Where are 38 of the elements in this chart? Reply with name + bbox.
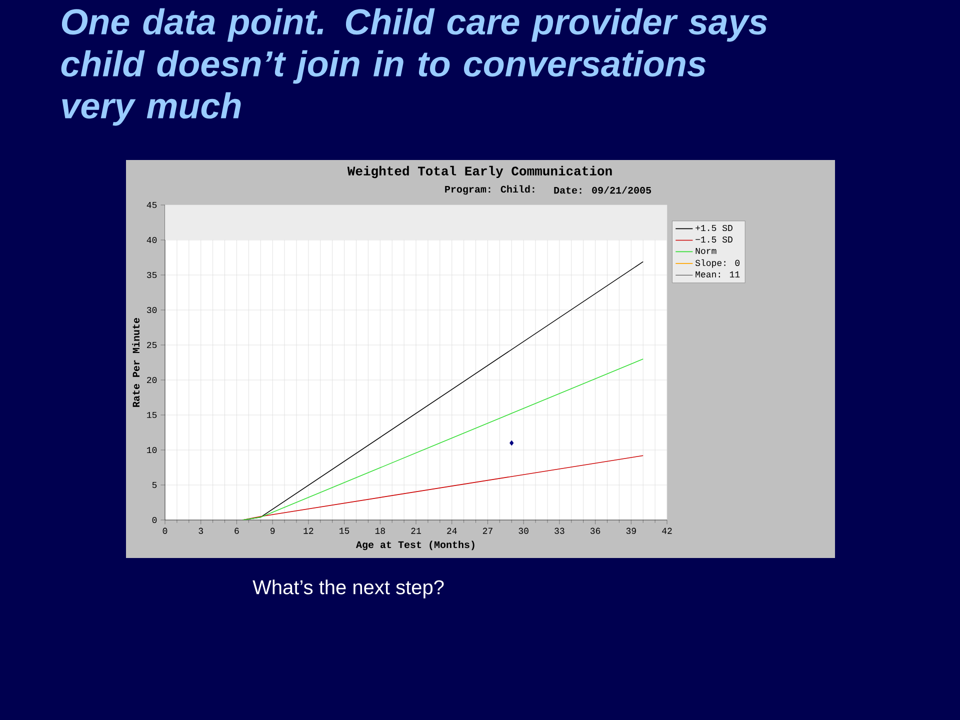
x-tick-label: 3 — [198, 528, 203, 534]
chart-title: One data point. Child care provider says child doesn’t join in to conversations very much — [61, 8, 768, 126]
text: Slope: 0 — [695, 259, 740, 268]
x-tick-label: 21 — [411, 528, 421, 534]
y-axis-title: Rate Per Minute — [132, 318, 140, 407]
x-tick-label: 24 — [447, 528, 457, 534]
text: Mean: 11 — [696, 271, 740, 278]
x-axis-title: Age at Test (Months) — [356, 540, 474, 550]
line-series — [242, 358, 644, 520]
text: What’s the next step? — [252, 580, 444, 598]
legend-label: Norm — [696, 248, 716, 254]
x-tick-label: 6 — [234, 528, 239, 534]
x-tick-label: 27 — [482, 528, 492, 534]
chart-subtitle: Weighted Total Early Communication — [347, 166, 612, 178]
legend-label: −1.5 SD — [696, 236, 732, 243]
y-tick-label: 10 — [147, 446, 157, 454]
y-tick-label: 15 — [147, 412, 157, 418]
y-tick-label: 0 — [152, 516, 157, 524]
x-tick-label: 39 — [626, 528, 636, 534]
x-tick-label: 12 — [304, 528, 314, 534]
legend-label: +1.5 SD — [696, 224, 732, 232]
y-tick-label: 20 — [147, 376, 157, 384]
y-tick-label: 25 — [147, 342, 157, 348]
x-tick-label: 36 — [590, 528, 600, 534]
y-tick-label: 35 — [146, 272, 157, 278]
x-tick-label: 30 — [518, 528, 528, 534]
x-tick-label: 9 — [270, 528, 275, 534]
y-tick-label: 40 — [146, 236, 157, 244]
y-tick-label: 45 — [146, 202, 157, 208]
text: Program: Child: — [445, 185, 534, 195]
x-tick-label: 15 — [340, 528, 350, 534]
y-tick-label: 5 — [152, 482, 157, 488]
x-tick-label: 33 — [554, 528, 564, 534]
text: Date: 09/21/2005 — [554, 186, 652, 194]
x-tick-label: 18 — [375, 528, 385, 534]
x-tick-label: 0 — [162, 528, 168, 534]
x-tick-label: 42 — [662, 528, 672, 534]
y-tick-label: 30 — [146, 306, 157, 314]
